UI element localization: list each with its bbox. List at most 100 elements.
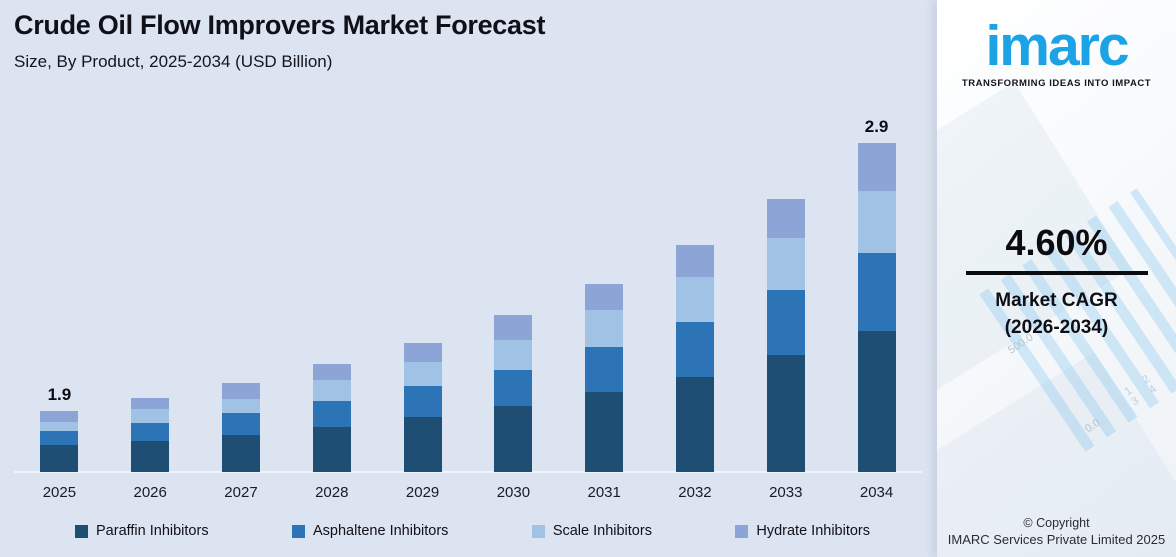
bar-segment-paraffin-inhibitors (585, 392, 624, 472)
bar-segment-hydrate-inhibitors (403, 343, 442, 362)
bar-column-2026: 2026 (105, 110, 196, 504)
chart-legend: Paraffin Inhibitors Asphaltene Inhibitors… (75, 523, 870, 539)
bar-segment-asphaltene-inhibitors (675, 322, 714, 377)
legend-item-paraffin-inhibitors: Paraffin Inhibitors (75, 523, 209, 539)
bar-column-2025: 1.9 2025 (14, 110, 105, 504)
legend-swatch-icon (291, 524, 305, 538)
bar-segment-paraffin-inhibitors (40, 445, 79, 472)
bar-segment-paraffin-inhibitors (403, 417, 442, 472)
bar-segment-scale-inhibitors (675, 277, 714, 322)
bar-stack-2032 (675, 245, 714, 472)
x-axis-label-2028: 2028 (315, 484, 349, 501)
legend-item-scale-inhibitors: Scale Inhibitors (531, 523, 652, 539)
imarc-logo-wordmark: imarc (985, 14, 1129, 78)
x-axis-label-2029: 2029 (405, 484, 440, 501)
bar-segment-scale-inhibitors (221, 399, 260, 413)
bar-segment-asphaltene-inhibitors (221, 413, 260, 435)
cagr-value: 4.60% (1005, 222, 1108, 263)
legend-swatch-icon (75, 524, 88, 538)
x-axis-label-2025: 2025 (42, 484, 77, 501)
bar-segment-hydrate-inhibitors (131, 398, 170, 409)
bar-segment-asphaltene-inhibitors (494, 370, 533, 406)
legend-item-hydrate-inhibitors: Hydrate Inhibitors (735, 523, 870, 539)
bar-column-2031: 2031 (559, 110, 650, 504)
imarc-logo: imarc TRANSFORMING IDEAS INTO IMPACT (937, 0, 1176, 89)
x-axis-label-2026: 2026 (133, 484, 167, 501)
plot-area: 1.9 2025 2026 2027 2028 2029 2030 2031 2032 2033 2… (14, 110, 922, 504)
bar-stack-2034 (857, 143, 896, 472)
legend-label: Hydrate Inhibitors (756, 523, 870, 539)
bar-stack-2025 (40, 411, 79, 472)
cagr-divider (965, 271, 1148, 275)
legend-label: Paraffin Inhibitors (96, 523, 209, 539)
bar-segment-asphaltene-inhibitors (585, 347, 624, 392)
bar-segment-asphaltene-inhibitors (857, 253, 896, 331)
bar-segment-paraffin-inhibitors (312, 427, 351, 472)
bar-stack-2028 (312, 364, 351, 472)
bar-segment-hydrate-inhibitors (494, 315, 533, 340)
x-axis-label-2027: 2027 (224, 484, 258, 501)
cagr-years: (2026-2034) (1004, 317, 1109, 338)
bar-column-2030: 2030 (468, 110, 559, 504)
legend-label: Asphaltene Inhibitors (312, 523, 449, 539)
bar-segment-hydrate-inhibitors (857, 143, 896, 191)
copyright-block: © Copyright IMARC Services Private Limit… (937, 516, 1176, 547)
cagr-label: Market CAGR (995, 290, 1118, 311)
bar-segment-scale-inhibitors (131, 409, 170, 423)
bar-segment-hydrate-inhibitors (40, 411, 79, 422)
legend-item-asphaltene-inhibitors: Asphaltene Inhibitors (291, 523, 449, 539)
x-axis-label-2034: 2034 (859, 484, 894, 501)
x-axis-label-2032: 2032 (678, 484, 712, 501)
x-axis-baseline (14, 471, 922, 473)
bar-segment-paraffin-inhibitors (221, 435, 260, 472)
bar-segment-scale-inhibitors (40, 422, 79, 431)
bar-column-2034: 2.9 2034 (831, 110, 922, 504)
bar-segment-scale-inhibitors (766, 238, 805, 290)
bar-column-2027: 2027 (196, 110, 287, 504)
bar-segment-hydrate-inhibitors (312, 364, 351, 380)
bar-segment-paraffin-inhibitors (766, 355, 805, 472)
bar-column-2029: 2029 (377, 110, 468, 504)
bar-stack-2031 (585, 284, 624, 472)
bar-segment-paraffin-inhibitors (675, 377, 714, 472)
legend-label: Scale Inhibitors (552, 523, 652, 539)
bar-segment-scale-inhibitors (312, 380, 351, 401)
bar-stack-2027 (221, 383, 260, 472)
bar-stack-2033 (766, 199, 805, 472)
branding-panel: 500.0 0.0 1 2 3 4 imarc TRANSFORMING IDE… (937, 0, 1176, 557)
bar-segment-hydrate-inhibitors (221, 383, 260, 399)
copyright-label: © Copyright (1023, 516, 1090, 530)
legend-swatch-icon (735, 524, 749, 538)
copyright-company: IMARC Services Private Limited 2025 (947, 532, 1166, 547)
bar-segment-asphaltene-inhibitors (312, 401, 351, 427)
page-title: Crude Oil Flow Improvers Market Forecast (14, 10, 546, 40)
bar-segment-paraffin-inhibitors (494, 406, 533, 472)
bar-stack-2026 (131, 398, 170, 472)
bar-column-2033: 2033 (740, 110, 831, 504)
bar-segment-asphaltene-inhibitors (131, 423, 170, 441)
value-label-2025: 1.9 (47, 385, 72, 404)
x-axis-label-2033: 2033 (769, 484, 803, 501)
bar-stack-2029 (403, 343, 442, 472)
bar-segment-asphaltene-inhibitors (766, 290, 805, 355)
bar-segment-scale-inhibitors (585, 310, 624, 347)
bar-segment-asphaltene-inhibitors (40, 431, 79, 445)
x-axis-label-2030: 2030 (496, 484, 531, 501)
x-axis-label-2031: 2031 (587, 484, 621, 501)
bar-segment-paraffin-inhibitors (131, 441, 170, 472)
bar-segment-asphaltene-inhibitors (403, 386, 442, 417)
bar-segment-scale-inhibitors (857, 191, 896, 253)
bar-segment-hydrate-inhibitors (585, 284, 624, 310)
cagr-block: 4.60% Market CAGR (2026-2034) (937, 222, 1176, 341)
bar-segment-paraffin-inhibitors (857, 331, 896, 472)
bar-column-2028: 2028 (286, 110, 377, 504)
bar-stack-2030 (494, 315, 533, 472)
bar-segment-hydrate-inhibitors (675, 245, 714, 277)
legend-swatch-icon (531, 524, 545, 538)
bar-segment-hydrate-inhibitors (766, 199, 805, 238)
imarc-logo-tagline: TRANSFORMING IDEAS INTO IMPACT (961, 78, 1152, 89)
bar-column-2032: 2032 (650, 110, 741, 504)
bar-segment-scale-inhibitors (403, 362, 442, 386)
bar-segment-scale-inhibitors (494, 340, 533, 370)
